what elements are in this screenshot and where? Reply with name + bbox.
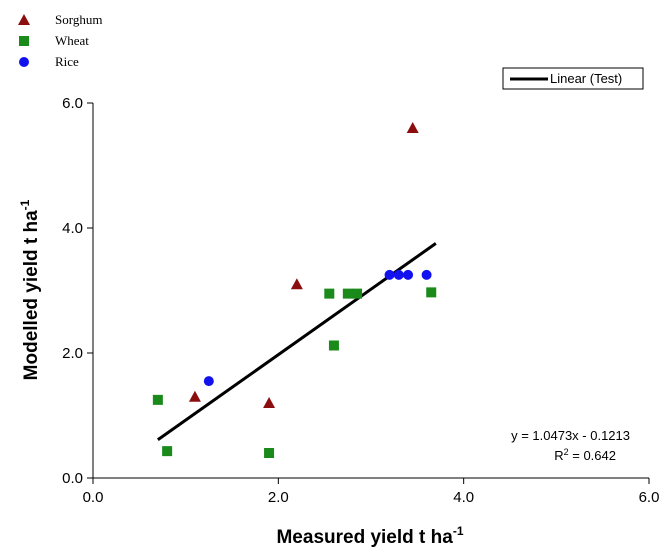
data-point-rice — [403, 269, 414, 280]
data-point-wheat — [152, 394, 163, 405]
legend-label-rice: Rice — [55, 54, 79, 69]
y-axis-title-text: Modelled yield t ha — [21, 210, 42, 380]
x-axis-title-text: Measured yield t ha — [276, 527, 453, 547]
series-legend: Sorghum Wheat Rice — [18, 12, 102, 69]
x-axis-title: Measured yield t ha-1 — [276, 524, 463, 547]
data-point-sorghum — [188, 390, 201, 402]
r2-prefix: R — [554, 448, 563, 463]
x-tick-label: 4.0 — [453, 489, 474, 506]
legend-label-wheat: Wheat — [55, 33, 89, 48]
trendline-legend-label: Linear (Test) — [550, 71, 622, 86]
trendline-equation-text: y = 1.0473x - 0.1213 — [511, 428, 630, 443]
data-point-wheat — [324, 288, 335, 299]
x-axis-title-sup: -1 — [453, 524, 464, 538]
trendline-legend-box — [502, 67, 644, 90]
trendline — [157, 242, 437, 441]
data-point-sorghum — [263, 397, 276, 408]
data-point-wheat — [352, 288, 363, 299]
x-tick-label: 2.0 — [268, 489, 289, 506]
data-point-wheat — [264, 448, 275, 458]
x-tick-label: 0.0 — [83, 489, 104, 506]
data-point-rice — [393, 269, 404, 280]
data-point-wheat — [426, 287, 437, 298]
y-tick-label: 6.0 — [62, 95, 83, 112]
data-point-wheat — [162, 446, 173, 457]
legend-marker-rice — [19, 57, 29, 67]
data-point-rice — [384, 269, 395, 280]
x-tick-label: 6.0 — [639, 489, 660, 506]
data-point-sorghum — [406, 122, 419, 133]
plot-area: 0.0 2.0 4.0 6.0 0.0 2.0 4.0 6.0 — [62, 95, 659, 506]
legend-marker-sorghum — [18, 14, 30, 25]
y-tick-label: 0.0 — [62, 470, 83, 487]
data-point-rice — [421, 269, 432, 280]
legend-label-sorghum: Sorghum — [55, 12, 102, 27]
data-point-wheat — [342, 288, 353, 299]
r2-sup: 2 — [564, 447, 569, 457]
trendline-legend: Linear (Test) — [502, 67, 644, 90]
y-axis-title-sup: -1 — [18, 199, 32, 210]
legend-marker-wheat — [19, 36, 29, 46]
trendline-equation: y = 1.0473x - 0.1213 R2 = 0.642 — [511, 428, 630, 463]
data-point-rice — [203, 376, 214, 387]
y-tick-label: 2.0 — [62, 345, 83, 362]
data-point-wheat — [328, 340, 339, 351]
y-tick-label: 4.0 — [62, 220, 83, 237]
r2-value: = 0.642 — [569, 448, 616, 463]
data-point-sorghum — [290, 278, 303, 290]
y-axis-title: Modelled yield t ha-1 — [18, 199, 42, 380]
trendline-r2-text: R2 = 0.642 — [554, 447, 616, 463]
